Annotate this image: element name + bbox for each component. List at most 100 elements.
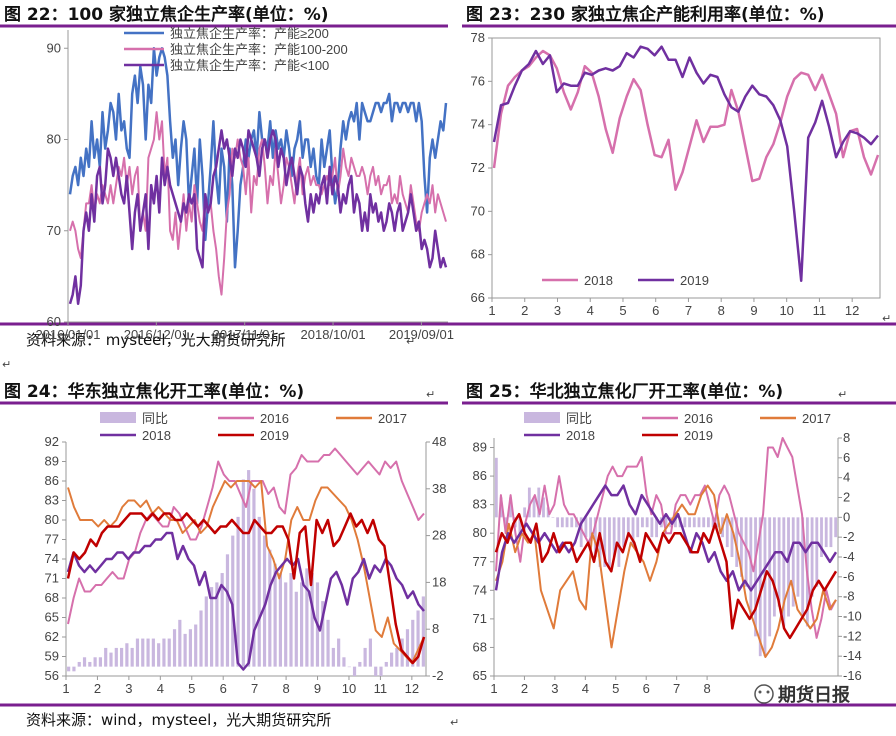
c25-y-tick-label: 80 xyxy=(473,525,487,540)
c24-y2-tick-label: 18 xyxy=(432,574,446,589)
c24-series-line-3 xyxy=(66,512,426,665)
c24-y-tick-label: 56 xyxy=(45,668,59,683)
c23-x-tick-label: 9 xyxy=(750,303,757,318)
c24-y2-tick-label: 38 xyxy=(432,481,446,496)
c25-bar-yoy xyxy=(763,517,767,657)
c25-bar-yoy xyxy=(706,517,710,528)
c22-x-tick-label: 2016/12/01 xyxy=(124,327,189,342)
c25-bar-yoy xyxy=(777,517,781,607)
c24-y-tick-label: 65 xyxy=(45,610,59,625)
c24-bar-yoy xyxy=(411,619,415,667)
c25-legend-label: 2016 xyxy=(684,411,713,426)
c23-series-line-1 xyxy=(492,45,879,282)
c24-bar-yoy xyxy=(247,470,251,667)
c23-y-tick-label: 78 xyxy=(471,30,485,45)
c24-bar-yoy xyxy=(374,666,378,676)
c24-bar-yoy xyxy=(183,633,187,667)
c24-bar-yoy xyxy=(104,647,108,667)
c23-legend-label: 2018 xyxy=(584,273,613,288)
c25-bar-yoy xyxy=(674,517,677,528)
c24-bar-yoy xyxy=(172,629,177,667)
c24-series-line-2 xyxy=(66,531,425,671)
c23-y-tick-label: 68 xyxy=(471,247,485,262)
c25-bar-yoy xyxy=(612,517,616,557)
c24-bar-yoy xyxy=(77,661,81,667)
wechat-icon xyxy=(758,690,762,694)
c25-bar-yoy xyxy=(645,517,649,528)
c25-y2-tick-label: -12 xyxy=(843,628,862,643)
c24-bar-yoy xyxy=(88,661,92,667)
c25-bar-yoy xyxy=(565,517,569,528)
c24-y-tick-label: 86 xyxy=(45,473,59,488)
wechat-icon xyxy=(766,690,770,694)
c24-bar-yoy xyxy=(109,652,113,667)
c25-bar-yoy xyxy=(579,517,583,548)
c24-bar-yoy xyxy=(321,601,325,667)
c24-bar-yoy xyxy=(300,582,304,667)
c23-x-tick-label: 8 xyxy=(718,303,725,318)
c24-y-tick-label: 71 xyxy=(45,571,59,586)
c24-legend-label: 2017 xyxy=(378,411,407,426)
paragraph-mark: ↵ xyxy=(882,312,891,325)
c25-y2-tick-label: 4 xyxy=(843,470,850,485)
c23-x-tick-label: 11 xyxy=(813,303,827,318)
c24-y-tick-label: 80 xyxy=(45,512,59,527)
c25-bar-yoy xyxy=(815,517,819,587)
source-note-bottom: 资料来源：wind，mysteel，光大期货研究所 xyxy=(26,711,331,729)
c24-bar-yoy xyxy=(284,582,288,667)
c25-bar-yoy xyxy=(692,517,696,528)
c25-bar-yoy xyxy=(608,517,611,567)
c24-x-tick-label: 4 xyxy=(157,681,164,696)
c22-legend-label: 独立焦企生产率：产能<100 xyxy=(170,58,329,73)
c24-bar-yoy xyxy=(146,638,150,667)
c25-y-tick-label: 77 xyxy=(473,554,487,569)
c25-bar-yoy xyxy=(834,517,838,538)
c25-bar-yoy xyxy=(650,517,654,538)
c24-y2-tick-label: 48 xyxy=(432,434,446,449)
c25-y2-tick-label: 2 xyxy=(843,490,850,505)
c24-bar-yoy xyxy=(289,573,293,667)
c24-bar-yoy xyxy=(194,624,198,667)
c24-series-line-1 xyxy=(67,480,425,664)
c25-legend-label: 2017 xyxy=(802,411,831,426)
c25-bar-yoy xyxy=(782,517,786,627)
c25-bar-yoy xyxy=(518,517,522,538)
c25-series-line-0 xyxy=(495,437,837,639)
c24-bar-yoy xyxy=(358,661,362,667)
c24-bar-yoy xyxy=(130,647,134,667)
c25-bar-yoy xyxy=(810,517,814,597)
c24-legend-label: 2019 xyxy=(260,428,289,443)
c25-bar-yoy xyxy=(527,487,531,518)
c24-y2-tick-label: -2 xyxy=(432,668,444,683)
c25-bar-yoy xyxy=(735,517,739,567)
c24-bar-yoy xyxy=(257,516,261,667)
c25-bar-yoy xyxy=(772,517,776,617)
paragraph-mark: ↵ xyxy=(426,388,435,401)
c25-y-tick-label: 89 xyxy=(473,440,487,455)
c24-bar-yoy xyxy=(114,647,118,667)
c25-bar-yoy xyxy=(739,517,743,577)
c25-bar-yoy xyxy=(598,517,602,567)
c25-bar-yoy xyxy=(622,517,626,548)
c22-y-tick-label: 90 xyxy=(47,40,61,55)
c25-bar-yoy xyxy=(603,517,607,567)
c25-bar-yoy xyxy=(537,487,541,518)
c24-bar-yoy xyxy=(379,666,383,676)
c24-bar-yoy xyxy=(215,582,219,667)
c25-bar-yoy xyxy=(725,517,729,548)
c25-series-line-3 xyxy=(494,512,838,640)
c25-x-tick-label: 1 xyxy=(490,681,497,696)
c24-bar-yoy xyxy=(67,666,71,672)
c25-bar-yoy xyxy=(556,517,560,528)
c24-legend-label: 同比 xyxy=(142,411,168,426)
wechat-icon xyxy=(754,684,774,704)
c24-bar-yoy xyxy=(72,666,76,672)
c24-bar-yoy xyxy=(278,573,282,667)
c23-y-tick-label: 74 xyxy=(471,117,485,132)
c25-y2-tick-label: -16 xyxy=(843,668,862,683)
c25-bar-yoy xyxy=(702,517,706,528)
c24-bar-yoy xyxy=(236,516,240,667)
c24-bar-yoy xyxy=(178,619,182,667)
